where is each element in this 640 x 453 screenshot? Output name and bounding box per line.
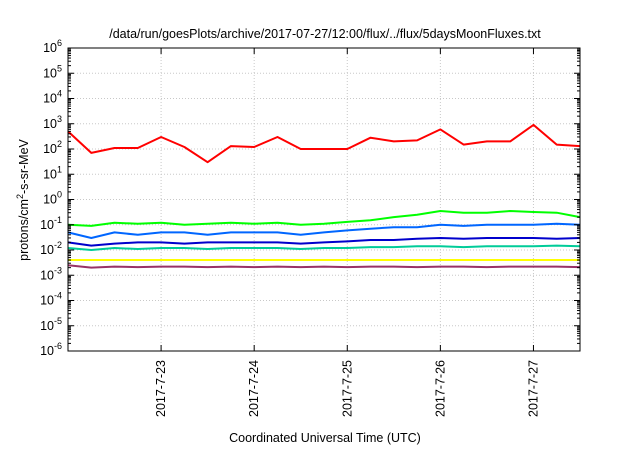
y-tick-label: 10-2	[40, 240, 62, 257]
x-tick-label: 2017-7-25	[340, 360, 354, 417]
y-axis-label-sup: 2	[15, 194, 25, 199]
y-tick-label: 105	[43, 63, 62, 80]
y-tick-label: 106	[43, 38, 62, 55]
series-lines	[67, 123, 581, 269]
series-line-3	[67, 222, 581, 239]
y-tick-label: 10-3	[40, 265, 62, 282]
y-tick-label: 100	[43, 190, 62, 207]
y-tick-labels: 10-6 10-5 10-4 10-3 10-2 10-1 100 101 102 103 104 1…	[40, 38, 62, 358]
series-line-2	[67, 210, 581, 227]
y-tick-label: 102	[43, 139, 62, 156]
y-tick-label: 104	[43, 89, 62, 106]
series-line-5	[67, 237, 581, 247]
y-tick-label: 10-4	[40, 291, 62, 308]
y-tick-label: 10-5	[40, 316, 62, 333]
y-axis-label-main: protons/cm	[17, 199, 31, 261]
y-axis-label: protons/cm2-s-sr-MeV	[15, 138, 31, 260]
series-line-1	[67, 123, 581, 164]
y-tick-label: 10-1	[40, 215, 62, 232]
x-tick-label: 2017-7-23	[154, 360, 168, 417]
grid	[68, 47, 580, 352]
y-tick-label: 101	[43, 164, 62, 181]
x-tick-label: 2017-7-24	[247, 360, 261, 417]
x-tick-label: 2017-7-26	[433, 360, 447, 417]
series-line-4	[67, 244, 581, 251]
x-tick-label: 2017-7-27	[526, 360, 540, 417]
y-tick-label: 103	[43, 114, 62, 131]
ticks	[68, 47, 580, 352]
chart-title: /data/run/goesPlots/archive/2017-07-27/1…	[109, 27, 541, 41]
y-axis-label-rest: -s-sr-MeV	[17, 138, 31, 194]
series-line-7	[67, 264, 581, 269]
x-axis-label: Coordinated Universal Time (UTC)	[229, 431, 421, 445]
y-tick-label: 10-6	[40, 341, 62, 358]
x-tick-labels: 2017-7-23 2017-7-24 2017-7-25 2017-7-26 2017…	[154, 360, 540, 417]
